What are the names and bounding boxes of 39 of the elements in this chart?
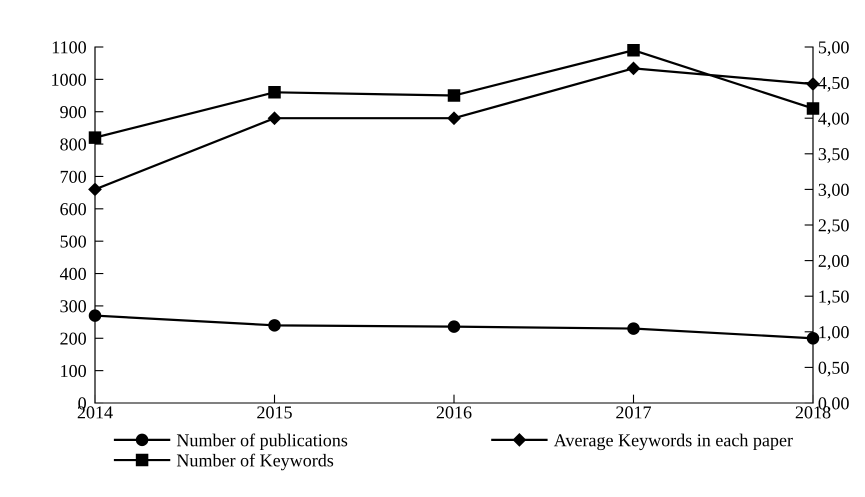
point <box>268 319 281 332</box>
y2-tick-label: 2,00 <box>818 254 849 270</box>
y-tick-label: 200 <box>60 332 86 345</box>
point <box>627 44 640 56</box>
x-tick-label: 2015 <box>257 406 292 418</box>
y2-tick-label: 3,00 <box>818 184 849 198</box>
point <box>447 112 461 125</box>
legend-label: Number of publications <box>176 433 348 450</box>
point <box>448 89 460 102</box>
y-tick-label: 700 <box>60 170 86 183</box>
legend-label: Average Keywords in each paper <box>554 434 793 450</box>
y-tick-label: 600 <box>60 203 86 216</box>
y-tick-label: 900 <box>60 106 86 118</box>
point <box>268 112 282 125</box>
point <box>627 322 640 335</box>
point <box>268 86 281 99</box>
y-tick-label: 100 <box>61 364 86 378</box>
y-tick-label: 500 <box>60 235 86 248</box>
x-tick-label: 2017 <box>616 406 652 418</box>
y-tick-label: 1100 <box>52 41 86 54</box>
y2-tick-label: 4,00 <box>818 112 849 128</box>
point <box>448 320 460 333</box>
x-tick-label: 2016 <box>436 406 472 418</box>
point <box>88 131 102 144</box>
y2-tick-label: 1,50 <box>819 290 849 306</box>
point <box>88 309 102 322</box>
point <box>806 102 820 115</box>
y2-tick-label: 1,00 <box>819 326 849 341</box>
y2-tick-label: 0,50 <box>818 362 849 376</box>
y2-tick-label: 4,50 <box>818 76 849 92</box>
y-tick-label: 400 <box>60 268 86 280</box>
point <box>626 62 640 75</box>
y-tick-label: 1000 <box>52 74 86 86</box>
y2-tick-label: 2,50 <box>818 219 849 234</box>
y2-tick-label: 5,00 <box>818 41 849 56</box>
y2-tick-label: 3,50 <box>818 148 849 163</box>
y-tick-label: 800 <box>60 138 86 151</box>
y-tick-label: 300 <box>60 300 86 312</box>
legend-label: Number of Keywords <box>176 454 334 470</box>
